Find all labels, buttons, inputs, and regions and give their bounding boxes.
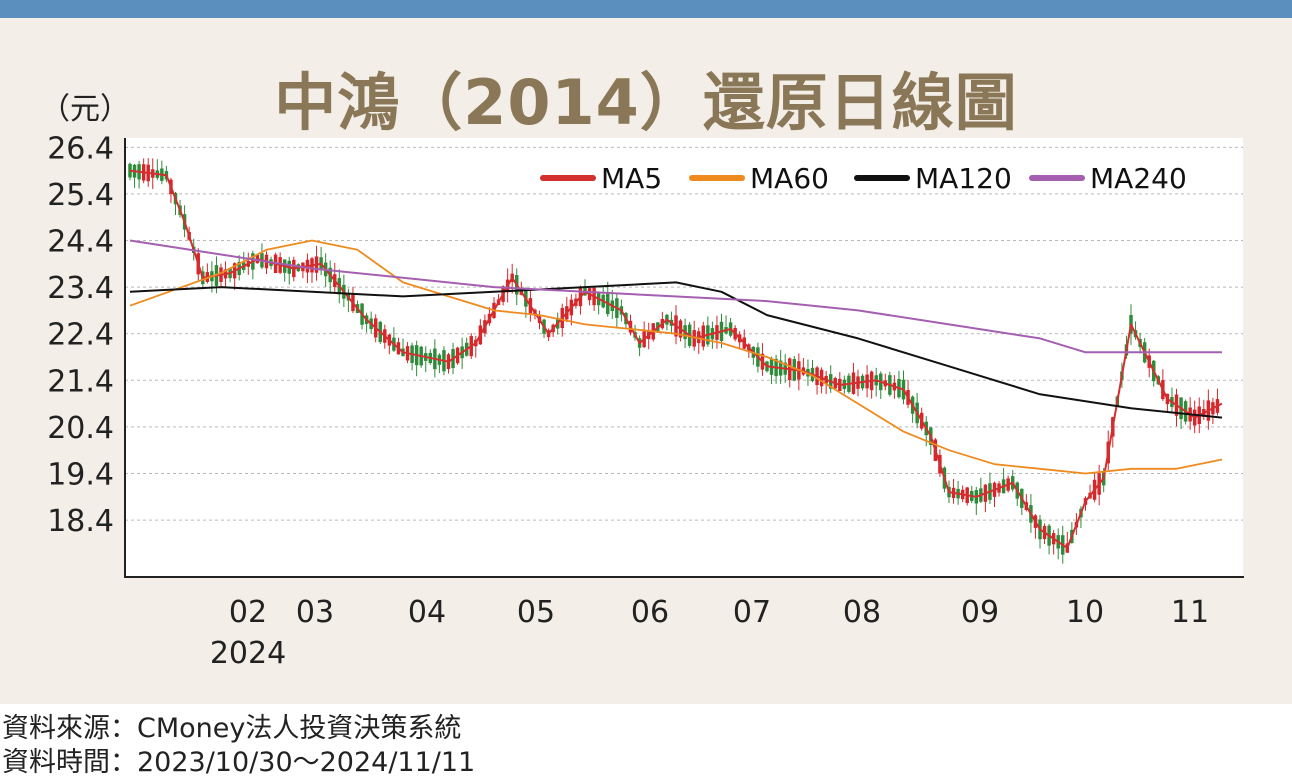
chart-title: 中鴻（2014）還原日線圖 [274, 66, 1018, 139]
legend: MA5 MA60 MA120 MA240 [540, 162, 1187, 195]
x-axis-ticks: 02 03 04 05 06 07 08 09 10 11 [229, 595, 1209, 630]
x-tick-label: 06 [631, 595, 669, 630]
y-tick-label: 18.4 [47, 504, 114, 539]
x-tick-label: 04 [408, 595, 446, 630]
y-tick-label: 26.4 [47, 131, 114, 166]
y-tick-label: 21.4 [47, 364, 114, 399]
series-line-ma240 [129, 239, 1222, 354]
x-tick-label: 08 [843, 595, 881, 630]
x-tick-label: 05 [517, 595, 555, 630]
legend-label: MA240 [1090, 162, 1187, 195]
y-tick-label: 22.4 [47, 318, 114, 353]
series-line-ma60 [129, 239, 1223, 475]
top-accent-bar [0, 0, 1292, 18]
data-source-note: 資料來源：CMoney法人投資決策系統 [2, 713, 462, 744]
y-tick-label: 24.4 [47, 225, 114, 260]
legend-label: MA60 [750, 162, 829, 195]
x-tick-label: 11 [1171, 595, 1209, 630]
series-line-ma5 [129, 169, 1223, 549]
x-tick-label: 10 [1066, 595, 1104, 630]
x-tick-label: 03 [296, 595, 334, 630]
y-tick-label: 25.4 [47, 178, 114, 213]
moving-average-lines [129, 169, 1223, 549]
series-line-ma120 [129, 281, 1223, 419]
y-tick-label: 20.4 [47, 411, 114, 446]
x-tick-label: 02 [229, 595, 267, 630]
legend-label: MA120 [915, 162, 1012, 195]
plot-area [125, 138, 1243, 576]
x-tick-label: 09 [961, 595, 999, 630]
x-year-label: 2024 [210, 636, 286, 671]
footer [0, 704, 1292, 777]
y-unit-label: （元） [40, 92, 130, 127]
legend-label: MA5 [601, 162, 662, 195]
x-tick-label: 07 [733, 595, 771, 630]
y-axis-ticks: 26.4 25.4 24.4 23.4 22.4 21.4 20.4 19.4 18.4 [47, 131, 114, 539]
data-period-note: 資料時間：2023/10/30～2024/11/11 [2, 747, 476, 778]
y-tick-label: 23.4 [47, 271, 114, 306]
y-tick-label: 19.4 [47, 457, 114, 492]
candlestick-chart: 26.425.424.423.422.421.420.419.418.4 02 0… [47, 131, 1244, 671]
